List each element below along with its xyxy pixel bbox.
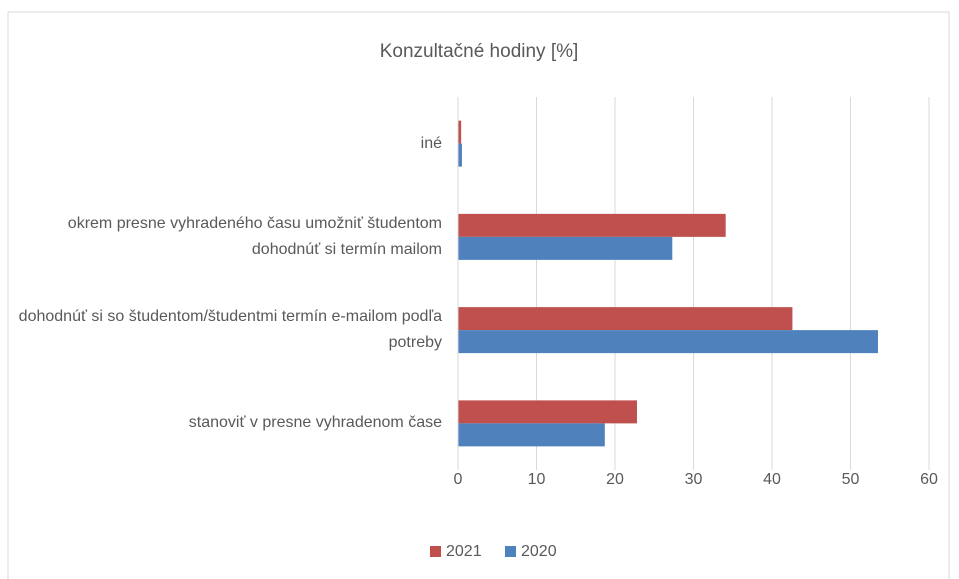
y-tick-label: iné	[420, 134, 442, 152]
x-tick-label: 30	[685, 471, 703, 488]
x-tick-label: 60	[920, 471, 938, 488]
chart-title: Konzultačné hodiny [%]	[380, 41, 579, 62]
bar	[458, 213, 726, 237]
bar	[458, 143, 462, 167]
x-tick-label: 0	[454, 471, 463, 488]
legend-swatch	[430, 546, 441, 557]
bar	[458, 307, 793, 331]
x-tick-label: 50	[842, 471, 860, 488]
legend-swatch	[505, 546, 516, 557]
chart-border	[7, 11, 950, 579]
y-tick-label: dohodnúť si so študentom/študentmi termí…	[18, 308, 442, 352]
y-tick-label: stanoviť v presne vyhradenom čase	[188, 414, 442, 432]
bar	[458, 120, 462, 144]
x-tick-label: 10	[528, 471, 546, 488]
bar	[458, 330, 878, 354]
legend-label: 2021	[446, 543, 482, 560]
y-tick-label: okrem presne vyhradeného času umožniť št…	[67, 214, 442, 258]
bar	[458, 236, 673, 260]
bar	[458, 400, 637, 424]
legend-label: 2020	[521, 543, 557, 560]
bar	[458, 423, 605, 447]
x-tick-label: 40	[763, 471, 781, 488]
x-tick-label: 20	[606, 471, 624, 488]
